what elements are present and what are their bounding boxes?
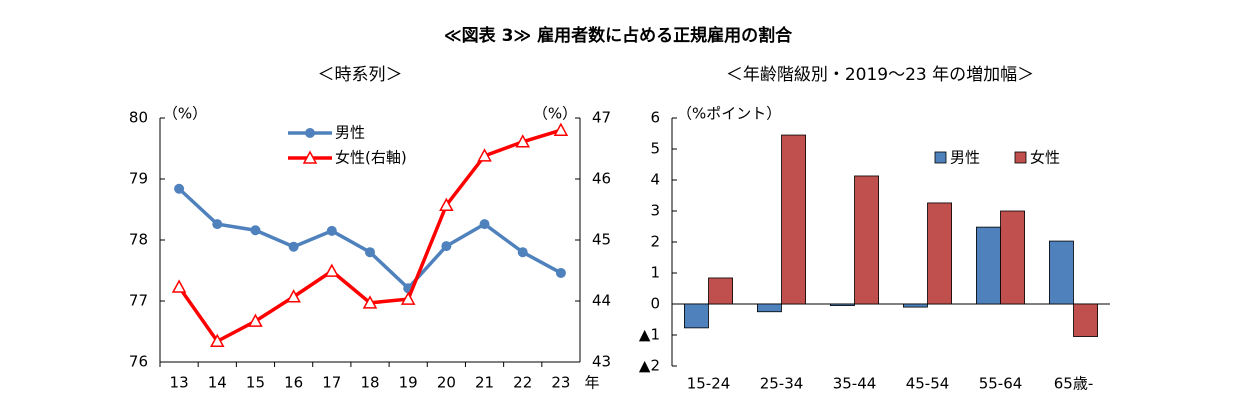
- y-tick-label: 2: [650, 233, 660, 251]
- x-tick-label: 14: [208, 374, 227, 392]
- legend-marker: [302, 150, 318, 164]
- y-tick-label: 76: [129, 353, 148, 371]
- marker: [365, 247, 375, 258]
- legend-label: 女性(右軸): [335, 149, 407, 167]
- legend-marker: [305, 128, 315, 138]
- bar: [903, 303, 928, 308]
- marker: [288, 241, 299, 252]
- y-tick-label: 77: [129, 292, 148, 310]
- y-tick-label: 79: [129, 170, 148, 188]
- legend-label: 男性: [950, 149, 980, 167]
- marker: [517, 247, 528, 258]
- page-title: ≪図表 3≫ 雇用者数に占める正規雇用の割合: [444, 25, 793, 46]
- y-tick-label: 47: [592, 109, 611, 127]
- x-tick-label: 18: [360, 374, 379, 392]
- y-tick-label: ▲1: [639, 326, 660, 344]
- y-tick-label: ▲2: [639, 357, 660, 375]
- x-tick-label: 13: [170, 374, 189, 392]
- y-tick-label: 44: [592, 292, 611, 310]
- y2-axis-label: （%）: [533, 105, 577, 123]
- marker: [210, 333, 225, 348]
- bar: [830, 303, 855, 306]
- x-tick-label: 16: [284, 374, 303, 392]
- chart-subtitle: ＜時系列＞: [318, 65, 403, 85]
- marker: [324, 263, 340, 277]
- x-tick-label: 19: [399, 374, 418, 392]
- y-axis-label: （%ポイント）: [677, 105, 781, 123]
- bar: [854, 175, 879, 305]
- marker: [515, 134, 530, 148]
- x-tick-label: 55-64: [979, 375, 1023, 393]
- marker: [286, 289, 301, 303]
- marker: [250, 225, 261, 236]
- series-line: [177, 187, 562, 291]
- bar: [781, 134, 806, 305]
- y-tick-label: 6: [650, 109, 660, 127]
- bar: [708, 277, 733, 305]
- x-tick-label: 17: [322, 374, 341, 392]
- y-tick-label: 3: [650, 202, 660, 220]
- legend-label: 女性: [1030, 149, 1060, 167]
- x-tick-label: 20: [437, 374, 456, 392]
- chart-subtitle: ＜年齢階級別・2019～23 年の増加幅＞: [726, 65, 1034, 85]
- bar: [757, 303, 782, 313]
- bar: [927, 202, 952, 305]
- y-tick-label: 5: [650, 140, 660, 158]
- x-tick-label: 23: [551, 374, 570, 392]
- y-tick-label: 1: [650, 264, 660, 282]
- bar: [684, 303, 709, 329]
- y-tick-label: 80: [129, 109, 148, 127]
- marker: [326, 225, 337, 236]
- marker: [248, 313, 263, 327]
- legend-label: 男性: [335, 124, 365, 142]
- legend-swatch: [1014, 151, 1027, 164]
- marker: [555, 267, 566, 278]
- bar: [1073, 303, 1098, 337]
- y-tick-label: 4: [650, 171, 660, 189]
- x-tick-label: 45-54: [906, 375, 950, 393]
- marker: [477, 148, 492, 162]
- marker: [174, 183, 185, 194]
- y-tick-label: 46: [592, 170, 611, 188]
- bar: [1049, 240, 1074, 305]
- marker: [439, 197, 454, 211]
- y-axis-label: （%）: [163, 105, 207, 123]
- y-tick-label: 45: [592, 231, 611, 249]
- x-tick-label: 25-34: [760, 375, 804, 393]
- y-tick-label: 43: [592, 353, 611, 371]
- x-tick-label: 22: [513, 374, 532, 392]
- marker: [479, 219, 490, 230]
- y-tick-label: 0: [650, 295, 660, 313]
- x-tick-label: 65歳-: [1054, 375, 1094, 393]
- x-tick-label: 35-44: [833, 375, 877, 393]
- x-axis-label: 年: [584, 374, 599, 392]
- marker: [212, 219, 223, 230]
- marker: [400, 291, 416, 305]
- legend-swatch: [934, 151, 947, 164]
- marker: [362, 295, 378, 309]
- x-tick-label: 15-24: [687, 375, 731, 393]
- marker: [171, 279, 187, 293]
- marker: [441, 241, 452, 252]
- y-tick-label: 78: [129, 231, 148, 249]
- bar: [976, 226, 1001, 305]
- x-tick-label: 15: [246, 374, 265, 392]
- bar: [1000, 210, 1025, 305]
- x-tick-label: 21: [475, 374, 494, 392]
- marker: [553, 122, 569, 136]
